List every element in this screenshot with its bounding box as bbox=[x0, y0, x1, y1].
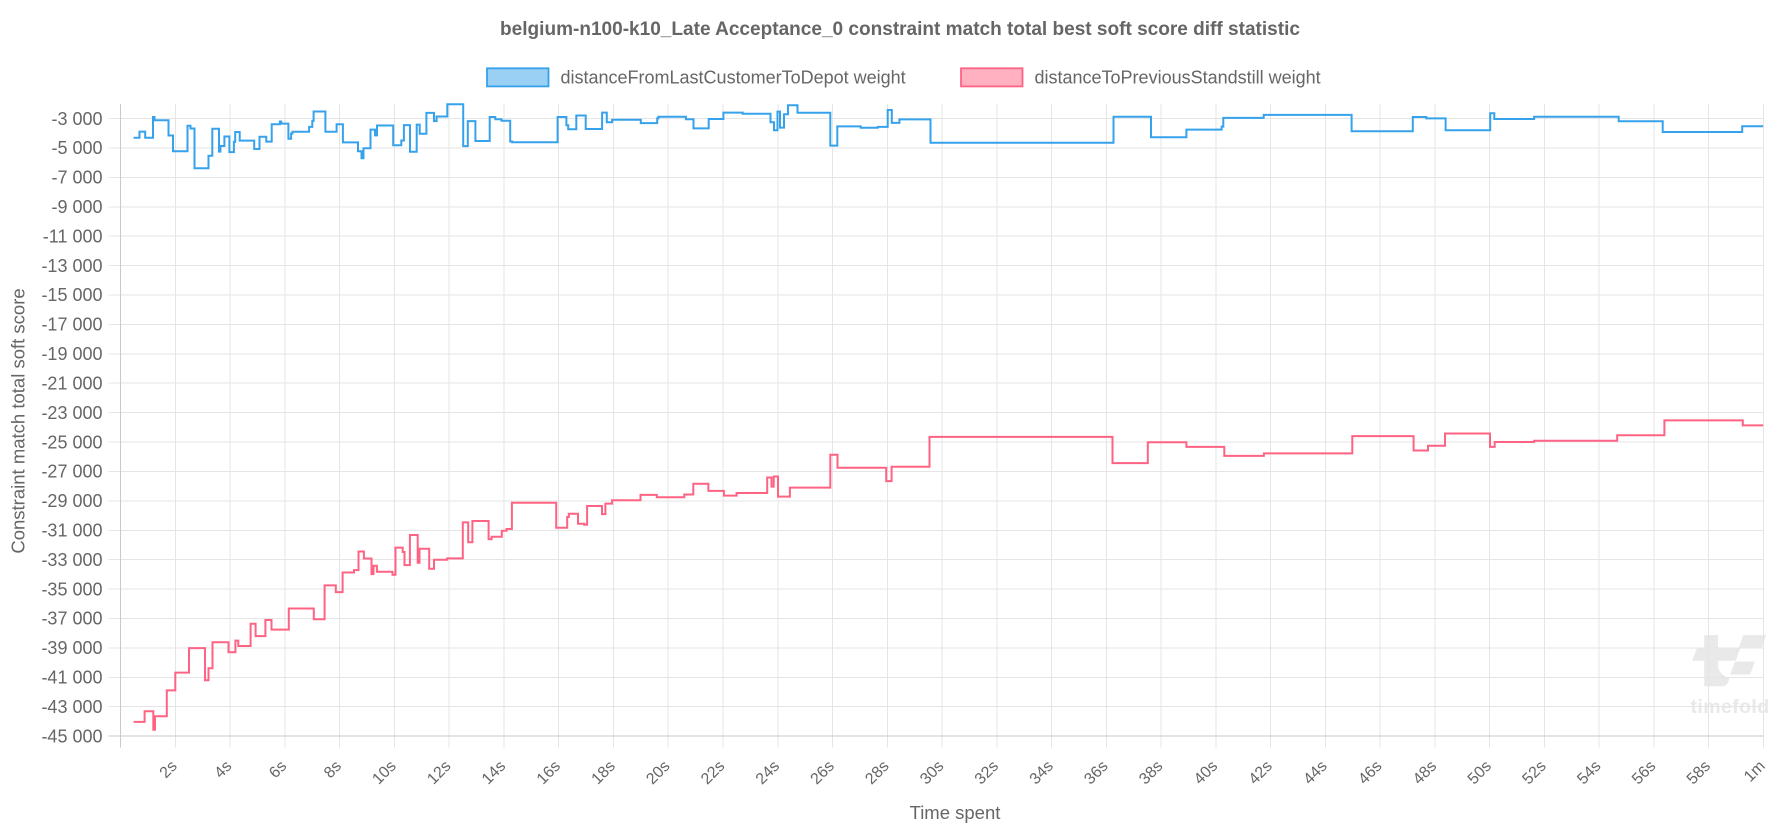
svg-text:belgium-n100-k10_Late Acceptan: belgium-n100-k10_Late Acceptance_0 const… bbox=[500, 19, 1300, 40]
svg-text:-19 000: -19 000 bbox=[41, 344, 102, 364]
svg-text:distanceFromLastCustomerToDepo: distanceFromLastCustomerToDepot weight bbox=[561, 68, 906, 88]
svg-text:-11 000: -11 000 bbox=[43, 226, 103, 246]
svg-text:Constraint match total soft sc: Constraint match total soft score bbox=[8, 288, 29, 553]
svg-text:-35 000: -35 000 bbox=[41, 579, 102, 599]
svg-text:-17 000: -17 000 bbox=[41, 315, 102, 335]
svg-text:-5 000: -5 000 bbox=[51, 138, 102, 158]
svg-text:distanceToPreviousStandstill w: distanceToPreviousStandstill weight bbox=[1035, 68, 1321, 88]
svg-text:-31 000: -31 000 bbox=[41, 521, 102, 541]
svg-text:-41 000: -41 000 bbox=[41, 668, 102, 688]
svg-text:-3 000: -3 000 bbox=[51, 109, 102, 129]
svg-text:-33 000: -33 000 bbox=[41, 550, 102, 570]
svg-text:-23 000: -23 000 bbox=[41, 403, 102, 423]
svg-text:Time spent: Time spent bbox=[910, 802, 1001, 823]
svg-text:-21 000: -21 000 bbox=[41, 373, 102, 393]
svg-text:-39 000: -39 000 bbox=[41, 638, 102, 658]
svg-text:-29 000: -29 000 bbox=[41, 491, 102, 511]
svg-text:-27 000: -27 000 bbox=[41, 462, 102, 482]
svg-text:-37 000: -37 000 bbox=[41, 609, 102, 629]
svg-text:-9 000: -9 000 bbox=[51, 197, 102, 217]
svg-text:-13 000: -13 000 bbox=[41, 256, 102, 276]
svg-text:-25 000: -25 000 bbox=[41, 432, 102, 452]
svg-text:-7 000: -7 000 bbox=[51, 168, 102, 188]
svg-text:-43 000: -43 000 bbox=[41, 697, 102, 717]
svg-text:-45 000: -45 000 bbox=[41, 726, 102, 746]
svg-text:-15 000: -15 000 bbox=[41, 285, 102, 305]
